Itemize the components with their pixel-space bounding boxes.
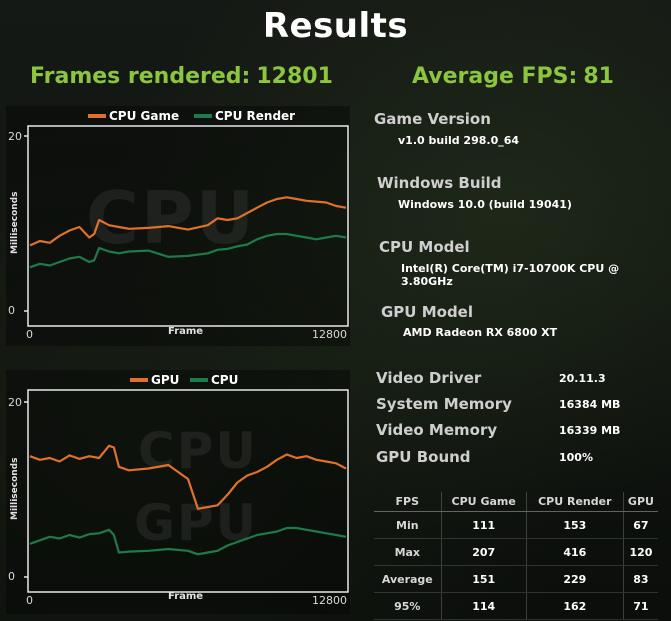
video-memory-label: Video Memory: [376, 421, 498, 439]
table-cell: 151: [440, 565, 527, 593]
video-driver-value: 20.11.3: [559, 372, 606, 385]
frames-rendered: Frames rendered: 12801: [30, 64, 339, 89]
series-line-cpu-game: [29, 196, 347, 247]
system-memory-value: 16384 MB: [559, 398, 621, 411]
y-tick-min: 0: [8, 570, 15, 583]
gpu-model-value: AMD Radeon RX 6800 XT: [403, 326, 558, 339]
series-line-cpu-render: [29, 232, 347, 269]
plot-frame: [27, 389, 349, 593]
row-label: Average: [374, 565, 442, 593]
table-row: Max 207 416 120: [374, 538, 658, 566]
legend-item-cpu: CPU: [190, 373, 238, 387]
table-cell: 207: [440, 538, 527, 566]
legend-item-cpu-game: CPU Game: [88, 109, 179, 123]
gpu-model-label: GPU Model: [381, 303, 473, 321]
table-cell: 114: [440, 592, 527, 620]
windows-build-value: Windows 10.0 (build 19041): [398, 198, 572, 211]
cpu-chart-legend: CPU Game CPU Render: [6, 106, 350, 126]
table-cell: 67: [622, 511, 658, 539]
system-memory-label: System Memory: [376, 395, 512, 413]
cpu-model-label: CPU Model: [379, 238, 470, 256]
average-fps-label: Average FPS:: [412, 64, 578, 89]
series-line-gpu: [29, 444, 347, 510]
frames-rendered-value: 12801: [256, 64, 333, 89]
gpu-bound-value: 100%: [559, 451, 593, 464]
column-header: CPU Render: [525, 492, 624, 512]
table-cell: 120: [622, 538, 658, 566]
video-memory-value: 16339 MB: [559, 424, 621, 437]
frames-rendered-label: Frames rendered:: [30, 64, 251, 89]
game-version-value: v1.0 build 298.0_64: [398, 134, 520, 147]
gpu-bound-label: GPU Bound: [376, 448, 471, 466]
cpu-watermark: CPU: [138, 422, 258, 480]
table-cell: 111: [440, 511, 527, 539]
plot-frame: [27, 125, 349, 327]
row-label: Min: [374, 511, 442, 539]
legend-swatch-green: [194, 114, 212, 118]
table-cell: 83: [622, 565, 658, 593]
y-tick-max: 20: [8, 130, 22, 143]
table-cell: 229: [525, 565, 624, 593]
table-row: Min 111 153 67: [374, 511, 658, 539]
cpu-chart-panel: CPU CPU Game CPU Render 20 0 Millisecond…: [6, 106, 350, 346]
column-header: FPS: [374, 492, 442, 512]
series-line-cpu: [29, 526, 347, 556]
y-tick-min: 0: [8, 304, 15, 317]
gpu-chart-panel: CPU GPU GPU CPU 20 0 Milliseconds 0 1280…: [6, 370, 350, 614]
cpu-model-value: Intel(R) Core(TM) i7-10700K CPU @ 3.80GH…: [401, 262, 620, 288]
x-axis-label: Frame: [168, 591, 204, 602]
table-cell: 162: [525, 592, 624, 620]
x-axis-label: Frame: [168, 326, 204, 337]
page-title: Results: [262, 6, 409, 46]
y-tick-max: 20: [8, 396, 22, 409]
game-version-label: Game Version: [374, 110, 491, 128]
legend-label: CPU: [211, 373, 239, 387]
legend-swatch-green: [190, 378, 208, 382]
cpu-chart: [24, 125, 349, 327]
x-tick-end: 12800: [312, 594, 347, 607]
legend-label: CPU Render: [215, 109, 296, 123]
video-driver-label: Video Driver: [376, 369, 482, 387]
legend-label: CPU Game: [109, 109, 180, 123]
average-fps-value: 81: [583, 64, 614, 89]
row-label: 95%: [374, 592, 442, 620]
table-cell: 416: [525, 538, 624, 566]
legend-item-gpu: GPU: [130, 373, 179, 387]
legend-item-cpu-render: CPU Render: [194, 109, 295, 123]
gpu-chart-legend: GPU CPU: [6, 370, 350, 390]
x-tick-start: 0: [26, 594, 33, 607]
y-axis-label: Milliseconds: [10, 457, 20, 520]
table-header-row: FPS CPU Game CPU Render GPU: [374, 492, 658, 512]
gpu-chart: [24, 389, 349, 593]
cpu-watermark: CPU: [86, 176, 257, 260]
legend-label: GPU: [151, 373, 180, 387]
fps-stats-table: FPS CPU Game CPU Render GPU Min 111 153 …: [374, 492, 658, 620]
table-cell: 153: [525, 511, 624, 539]
row-label: Max: [374, 538, 442, 566]
table-row: Average 151 229 83: [374, 565, 658, 593]
column-header: GPU: [622, 492, 658, 512]
table-cell: 71: [622, 592, 658, 620]
legend-swatch-orange: [88, 114, 106, 118]
column-header: CPU Game: [440, 492, 527, 512]
windows-build-label: Windows Build: [377, 174, 502, 192]
x-tick-end: 12800: [312, 328, 347, 341]
table-row: 95% 114 162 71: [374, 592, 658, 620]
legend-swatch-orange: [130, 378, 148, 382]
x-tick-start: 0: [26, 328, 33, 341]
average-fps: Average FPS: 81: [412, 64, 620, 89]
y-axis-label: Milliseconds: [10, 191, 20, 254]
